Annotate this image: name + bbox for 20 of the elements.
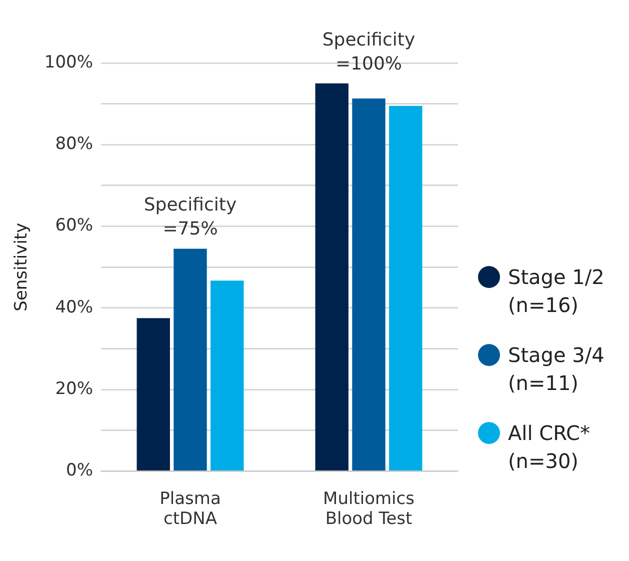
y-tick-label: 80% xyxy=(55,134,93,154)
bar xyxy=(210,280,244,470)
x-tick-label: Multiomics Blood Test xyxy=(323,488,415,530)
bar xyxy=(136,318,170,470)
bar xyxy=(315,83,348,470)
bar xyxy=(174,248,207,470)
bar xyxy=(389,106,422,470)
legend-label: All CRC* (n=30) xyxy=(508,420,591,475)
y-tick-label: 0% xyxy=(66,460,93,481)
bar xyxy=(352,98,386,470)
y-axis-title: Sensitivity xyxy=(12,222,32,312)
annotation: Specificity =100% xyxy=(322,29,416,74)
y-tick-label: 40% xyxy=(55,297,93,318)
annotation: Specificity =75% xyxy=(144,194,237,240)
y-tick-label: 20% xyxy=(55,378,93,399)
x-tick-label: Plasma ctDNA xyxy=(160,488,221,530)
y-tick-label: 100% xyxy=(44,52,93,72)
legend-label: Stage 3/4 (n=11) xyxy=(508,342,606,397)
legend-label: Stage 1/2 (n=16) xyxy=(508,264,606,319)
y-tick-label: 60% xyxy=(55,216,93,236)
